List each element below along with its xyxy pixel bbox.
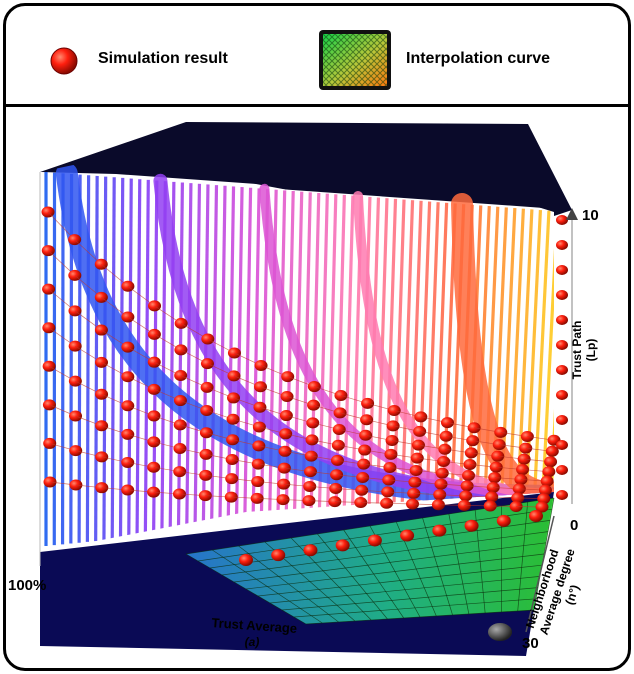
z-axis-tick-max: 10 — [582, 207, 599, 224]
x-axis-label-line2: (a) — [245, 635, 260, 649]
simulation-point — [556, 340, 568, 350]
depth-axis-end-icon — [488, 623, 512, 641]
simulation-point — [464, 519, 479, 532]
simulation-point — [303, 544, 318, 557]
simulation-point — [556, 265, 568, 275]
floor-grid-line — [305, 609, 535, 625]
simulation-point — [335, 539, 350, 552]
point-connector — [48, 250, 76, 276]
simulation-marker-icon — [50, 47, 78, 75]
x-axis-tick-label: 100% — [8, 577, 46, 594]
legend: Simulation result Interpolation curve — [6, 6, 628, 104]
surface-stripe — [243, 187, 253, 527]
floor-grid-line — [281, 587, 539, 611]
simulation-point — [121, 371, 135, 383]
floor-grid-line — [221, 531, 549, 576]
depth-axis-tick-max: 30 — [522, 635, 539, 652]
simulation-point — [556, 390, 568, 400]
simulation-point — [509, 501, 523, 513]
surface-stripe — [541, 211, 554, 497]
simulation-point — [432, 524, 447, 537]
simulation-point — [121, 484, 135, 496]
top-shadow-band — [40, 122, 572, 216]
floor-grid-line — [269, 576, 541, 604]
z-axis-label-line2: (Lp) — [584, 339, 598, 362]
simulation-point — [556, 215, 568, 225]
depth-axis-label-line3: (n°) — [562, 583, 582, 606]
surface-stripe — [218, 185, 227, 529]
simulation-point — [556, 465, 568, 475]
x-axis-label-line1: Trust Average — [211, 615, 298, 636]
simulation-point — [556, 240, 568, 250]
point-connector — [47, 211, 75, 240]
simulation-point — [535, 501, 549, 513]
surface-stripe — [367, 197, 381, 515]
depth-axis-line — [525, 515, 555, 633]
surface-band — [451, 193, 554, 504]
simulation-point — [367, 534, 382, 547]
surface-plot: 10 Trust Path (Lp) 0 30 Neighborhood Ave… — [8, 122, 599, 656]
simulation-point — [556, 315, 568, 325]
surface-stripe — [532, 210, 551, 498]
simulation-point — [239, 554, 253, 566]
simulation-point — [496, 514, 511, 527]
surface-stripe — [234, 187, 244, 528]
interpolation-swatch-icon — [319, 30, 391, 90]
simulation-point — [540, 475, 554, 487]
simulation-point — [254, 359, 268, 371]
simulation-point — [556, 415, 568, 425]
floor-mesh — [186, 498, 554, 624]
surface-stripe — [251, 188, 261, 526]
simulation-point — [545, 445, 559, 457]
surface-stripe — [110, 177, 116, 540]
surface-stripe — [508, 208, 525, 501]
simulation-point — [121, 311, 135, 323]
surface-stripe — [118, 177, 125, 539]
surface-stripe — [185, 183, 193, 533]
simulation-point — [271, 549, 286, 562]
z-axis-arrow-icon — [566, 208, 578, 220]
z-axis-label-line1: Trust Path — [570, 321, 584, 380]
legend-divider — [6, 104, 628, 107]
simulation-point — [556, 365, 568, 375]
interpolation-legend-label: Interpolation curve — [406, 50, 551, 67]
simulation-point — [556, 490, 568, 500]
simulation-point — [544, 456, 558, 468]
figure-frame: Simulation result Interpolation curve — [3, 3, 631, 671]
surface-stripe — [94, 175, 99, 542]
simulation-point — [121, 428, 135, 440]
surface-stripe — [400, 200, 415, 511]
floor-grid-line — [257, 564, 543, 597]
floor-grid-line — [293, 598, 537, 618]
surface-stripe — [425, 202, 440, 509]
floor-grid-line — [233, 542, 547, 583]
simulation-point — [556, 440, 568, 450]
simulation-legend-label: Simulation result — [98, 50, 228, 67]
simulation-point — [556, 290, 568, 300]
floor-grid-line — [245, 553, 545, 590]
simulation-point — [537, 493, 551, 505]
simulation-point — [542, 466, 556, 478]
surface-stripe — [193, 183, 202, 532]
point-connector — [74, 239, 102, 265]
simulation-point — [538, 484, 552, 496]
depth-axis-tick-min: 0 — [570, 517, 578, 534]
simulation-point — [529, 510, 543, 522]
simulation-point — [400, 529, 415, 542]
